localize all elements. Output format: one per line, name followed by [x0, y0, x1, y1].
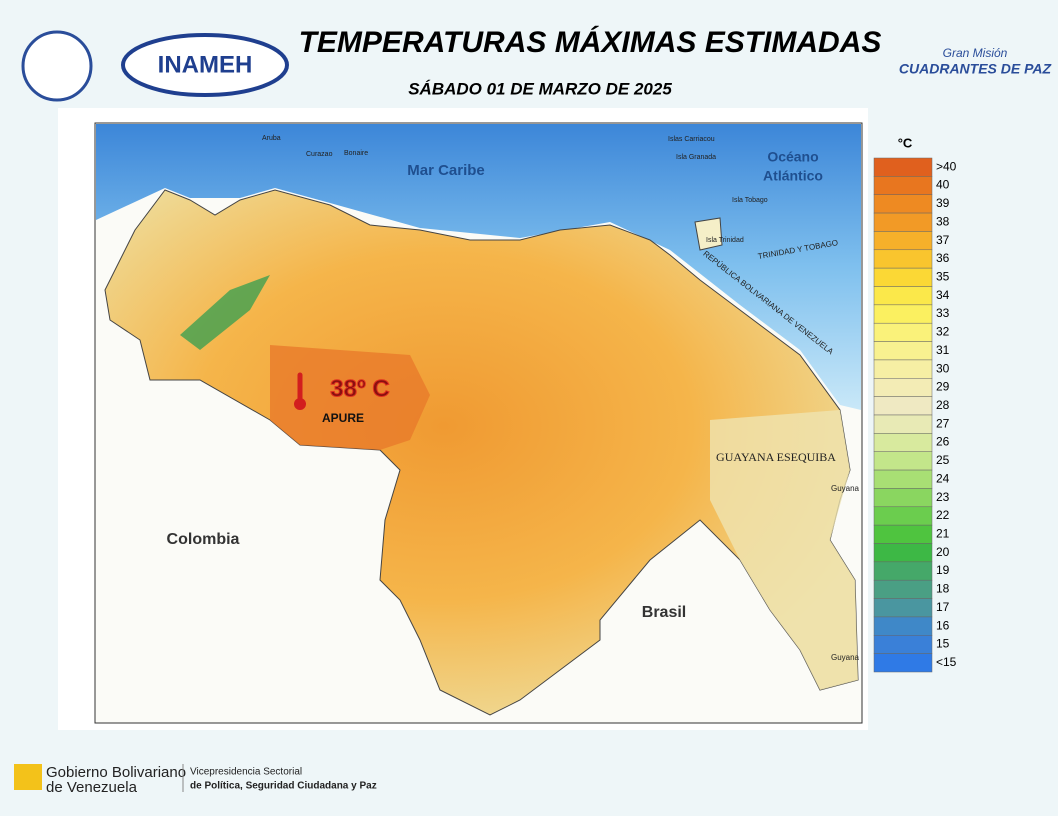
highlight-temp: 38º C	[330, 375, 389, 402]
label-island: Isla Tobago	[732, 197, 768, 204]
legend-swatch	[873, 396, 933, 416]
legend-swatch	[873, 524, 933, 544]
legend-label: 26	[936, 435, 950, 449]
legend-swatch	[873, 616, 933, 636]
vice-text: Vicepresidencia Sectorial	[190, 767, 302, 778]
legend-swatch	[873, 212, 933, 232]
legend-swatch	[873, 543, 933, 563]
gov-flag	[14, 764, 42, 790]
legend-label: 21	[936, 526, 950, 540]
legend-label: 36	[936, 251, 950, 265]
legend-swatch	[873, 635, 933, 654]
label-colombia: Colombia	[167, 531, 240, 548]
map	[94, 122, 863, 724]
legend-swatch	[873, 231, 933, 251]
andes	[180, 275, 270, 350]
legend-swatch	[873, 598, 933, 618]
sea	[96, 124, 861, 410]
legend-swatch	[873, 267, 933, 287]
highlight-state: APURE	[322, 411, 364, 425]
label-island: Isla Granada	[676, 154, 716, 161]
legend-label: 29	[936, 380, 950, 394]
apure-region	[270, 345, 430, 450]
legend-label: 16	[936, 618, 950, 632]
label-island: Curazao	[306, 151, 333, 158]
label-island: Bonaire	[344, 150, 368, 157]
label-island: Islas Carriacou	[668, 136, 715, 143]
label-island: Aruba	[262, 135, 281, 142]
legend-swatch	[873, 359, 933, 379]
legend-swatch	[873, 488, 933, 508]
legend-label: 30	[936, 361, 950, 375]
legend-label: >40	[936, 159, 957, 173]
legend-swatch	[873, 286, 933, 306]
legend-label: 37	[936, 233, 950, 247]
legend-swatch	[873, 433, 933, 452]
legend-swatch	[873, 561, 933, 581]
cuadrantes: CUADRANTES DE PAZ	[899, 61, 1052, 77]
legend-label: <15	[936, 655, 957, 669]
legend-swatch	[873, 451, 933, 471]
label-guyana: Guyana	[831, 653, 860, 662]
trinidad-island	[694, 217, 723, 251]
legend-swatch	[873, 341, 933, 361]
legend-label: 23	[936, 490, 950, 504]
inameh-logo	[121, 33, 289, 97]
inameh-text: INAMEH	[158, 51, 253, 78]
legend-swatch	[873, 414, 933, 434]
legend-label: 32	[936, 325, 950, 339]
gran-mision: Gran Misión	[943, 46, 1008, 60]
legend-swatch	[873, 249, 933, 269]
label-ocean: Océano	[767, 149, 818, 165]
legend-swatch	[873, 157, 933, 177]
label-esequiba: GUAYANA ESEQUIBA	[716, 450, 836, 464]
legend-swatch	[873, 378, 933, 397]
legend-label: 31	[936, 343, 950, 357]
legend-label: 17	[936, 600, 950, 614]
legend-swatch	[873, 176, 933, 195]
legend-label: 25	[936, 453, 950, 467]
legend-label: 24	[936, 471, 950, 485]
title: TEMPERATURAS MÁXIMAS ESTIMADAS	[299, 25, 882, 59]
legend-swatch	[873, 653, 933, 673]
legend-label: 40	[936, 178, 950, 192]
legend-unit: °C	[898, 135, 913, 150]
legend: >40 40 39 38 37 36 35 34 33 32 31 30 29 28 27 26 25 24 23 2…	[873, 157, 957, 673]
legend-label: 20	[936, 545, 950, 559]
gov-text: Gobierno Bolivariano	[46, 764, 186, 781]
legend-swatch	[873, 469, 933, 489]
legend-label: 22	[936, 508, 950, 522]
label-ocean: Atlántico	[763, 168, 823, 184]
legend-swatch	[873, 322, 933, 342]
gov-text: de Venezuela	[46, 779, 138, 796]
vice-text: de Política, Seguridad Ciudadana y Paz	[190, 781, 377, 792]
legend-label: 15	[936, 637, 950, 651]
ministry-seal	[21, 30, 93, 102]
thermometer-bulb	[294, 398, 306, 410]
label-brasil: Brasil	[642, 604, 686, 621]
legend-label: 34	[936, 288, 950, 302]
legend-label: 33	[936, 306, 950, 320]
legend-label: 39	[936, 196, 950, 210]
legend-label: 27	[936, 416, 950, 430]
legend-label: 28	[936, 398, 950, 412]
legend-swatch	[873, 506, 933, 526]
legend-swatch	[873, 304, 933, 324]
label-guyana: Guyana	[831, 484, 860, 493]
label-island: Isla Trinidad	[706, 237, 744, 244]
legend-label: 38	[936, 214, 950, 228]
legend-label: 18	[936, 582, 950, 596]
legend-swatch	[873, 194, 933, 214]
date: SÁBADO 01 DE MARZO DE 2025	[408, 79, 672, 98]
esequiba-region	[710, 410, 858, 690]
label-sea: Mar Caribe	[407, 162, 485, 179]
legend-swatch	[873, 579, 933, 599]
legend-label: 35	[936, 269, 950, 283]
legend-label: 19	[936, 563, 950, 577]
